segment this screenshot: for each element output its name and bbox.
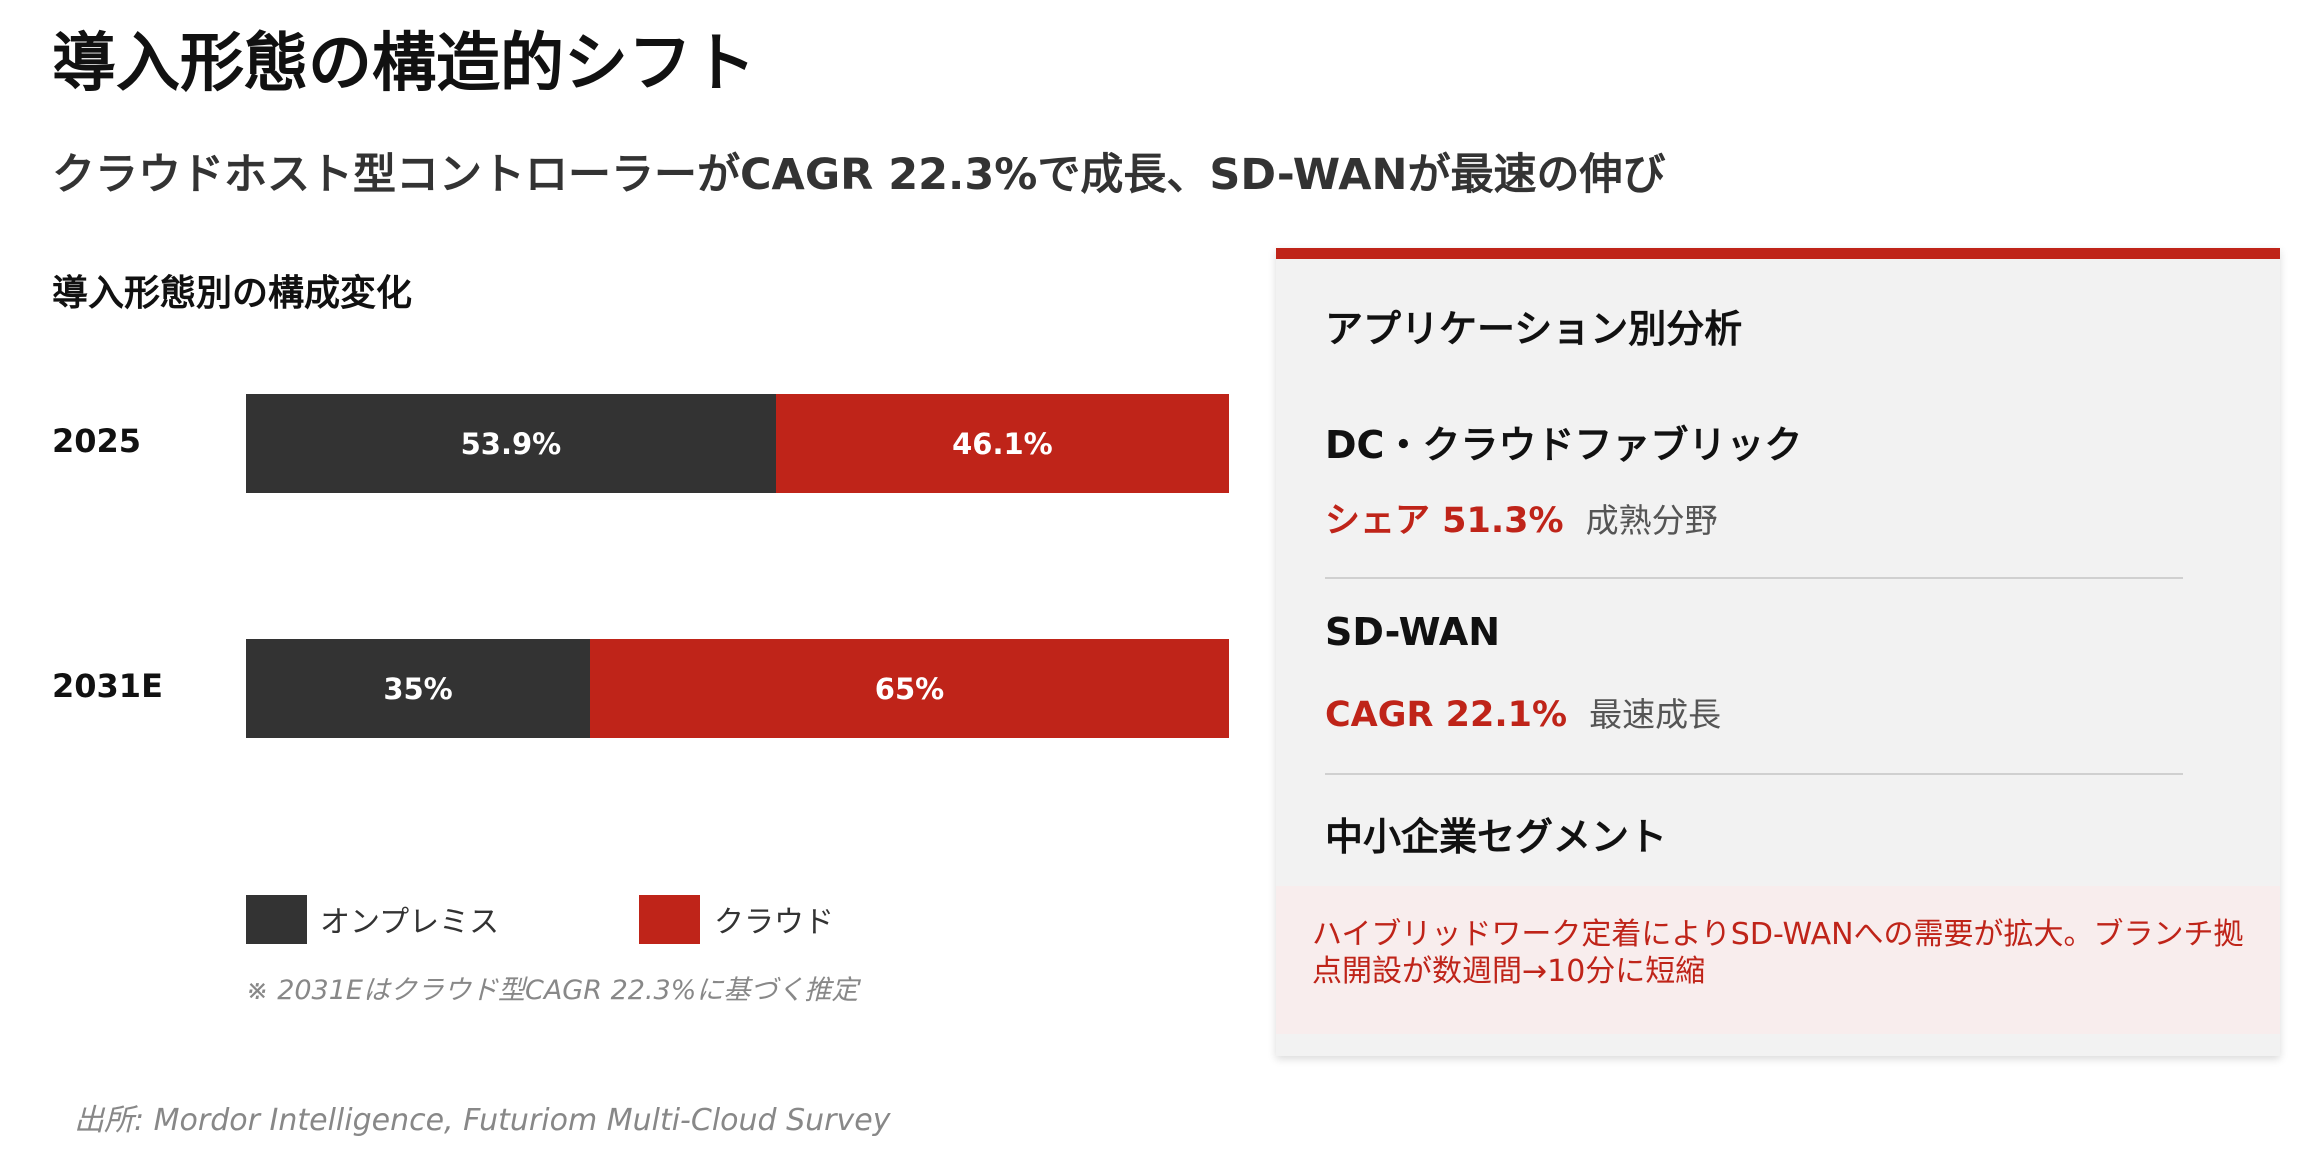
- category-label: 2025: [52, 422, 142, 460]
- data-label: 46.1%: [952, 426, 1053, 461]
- chart-title: 導入形態別の構成変化: [52, 273, 413, 314]
- bar-segment-onprem: 35%: [246, 639, 591, 738]
- bar-row-2031e: 35% 65%: [246, 639, 1229, 738]
- data-label: 53.9%: [460, 426, 562, 461]
- bar-segment-onprem: 53.9%: [246, 394, 776, 493]
- stat-value: CAGR 22.1%: [1325, 695, 1568, 735]
- chart-note: ※ 2031Eはクラウド型CAGR 22.3%に基づく推定: [246, 975, 859, 1006]
- data-label: 65%: [874, 671, 945, 706]
- legend-label: クラウド: [714, 905, 834, 940]
- section-title: 中小企業セグメント: [1325, 815, 1668, 859]
- page-subtitle: クラウドホスト型コントローラーがCAGR 22.3%で成長、SD-WANが最速の…: [52, 150, 1666, 200]
- data-label: 35%: [383, 671, 453, 706]
- section-title: DC・クラウドファブリック: [1325, 423, 1803, 467]
- page-title: 導入形態の構造的シフト: [52, 27, 756, 101]
- bar-segment-cloud: 46.1%: [775, 394, 1229, 493]
- stat-desc: 成熟分野: [1585, 501, 1718, 540]
- source-citation: 出所: Mordor Intelligence, Futuriom Multi-…: [74, 1103, 891, 1138]
- section-title: SD-WAN: [1325, 610, 1501, 654]
- callout-text: ハイブリッドワーク定着によりSD-WANへの需要が拡大。ブランチ拠点開設が数週間…: [1312, 917, 2244, 989]
- divider: [1325, 773, 2183, 775]
- category-label: 2031E: [52, 667, 163, 705]
- bar-segment-cloud: 65%: [590, 639, 1229, 738]
- callout-box: ハイブリッドワーク定着によりSD-WANへの需要が拡大。ブランチ拠点開設が数週間…: [1276, 886, 2280, 1034]
- bar-row-2025: 53.9% 46.1%: [246, 394, 1229, 493]
- legend-swatch-cloud: [639, 895, 700, 944]
- section-stat: CAGR 22.1% 最速成長: [1325, 688, 1721, 736]
- legend-swatch-onprem: [246, 895, 307, 944]
- panel-accent-bar: [1276, 248, 2280, 259]
- panel-heading: アプリケーション別分析: [1325, 307, 1743, 351]
- legend-label: オンプレミス: [320, 905, 500, 940]
- application-analysis-panel: アプリケーション別分析 DC・クラウドファブリック シェア 51.3% 成熟分野 …: [1276, 248, 2280, 1056]
- divider: [1325, 577, 2183, 579]
- stat-desc: 最速成長: [1589, 695, 1722, 734]
- section-stat: シェア 51.3% 成熟分野: [1325, 492, 1718, 543]
- stat-value: シェア 51.3%: [1325, 501, 1564, 541]
